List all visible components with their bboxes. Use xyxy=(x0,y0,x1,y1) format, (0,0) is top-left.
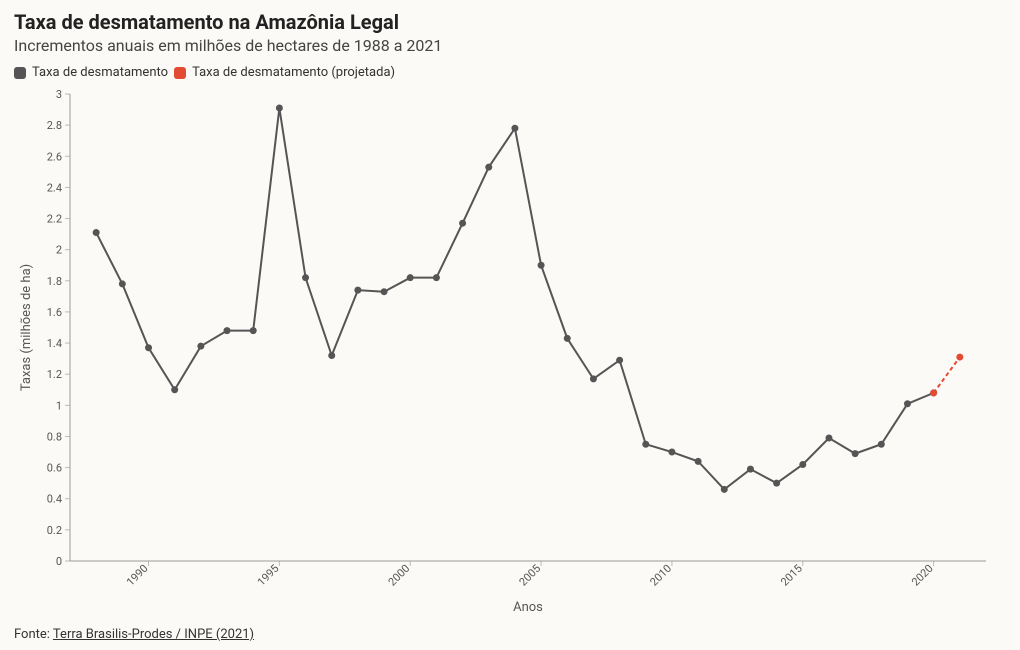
y-tick-label: 1.6 xyxy=(47,306,62,319)
series-actual-point xyxy=(145,344,152,351)
y-tick-label: 1.8 xyxy=(47,275,62,288)
series-actual-point xyxy=(276,105,283,112)
series-actual-point xyxy=(721,486,728,493)
y-tick-label: 3 xyxy=(56,88,62,101)
series-actual-point xyxy=(197,343,204,350)
x-tick-label: 1995 xyxy=(255,562,282,589)
y-tick-label: 0.8 xyxy=(47,430,62,443)
series-actual-point xyxy=(407,274,414,281)
y-tick-label: 0.6 xyxy=(47,462,62,475)
y-tick-label: 1.4 xyxy=(47,337,62,350)
line-chart: 0 0.2 0.4 0.6 0.8 1 1.2 1.4 1.6 1.8 2 2.2 2.4 2.6 2.8 3… xyxy=(14,86,1006,621)
series-actual-point xyxy=(328,352,335,359)
series-actual-point xyxy=(590,375,597,382)
source-link[interactable]: Terra Brasilis-Prodes / INPE (2021) xyxy=(53,627,254,642)
series-projected-point xyxy=(956,354,963,361)
series-actual-point xyxy=(668,449,675,456)
series-projected-line xyxy=(934,357,960,393)
series-actual-point xyxy=(695,458,702,465)
y-axis-label: Taxas (milhões de ha) xyxy=(19,264,34,391)
source-prefix: Fonte: xyxy=(14,627,53,642)
series-actual-point xyxy=(302,274,309,281)
legend-label-projected: Taxa de desmatamento (projetada) xyxy=(192,65,395,80)
series-actual-point xyxy=(224,327,231,334)
series-actual-point xyxy=(878,441,885,448)
x-tick-label: 2020 xyxy=(909,562,936,589)
series-actual-point xyxy=(773,480,780,487)
y-tick-label: 2.2 xyxy=(47,213,62,226)
series-actual-point xyxy=(433,274,440,281)
series-actual-point xyxy=(747,466,754,473)
series-actual-point xyxy=(904,400,911,407)
x-tick-label: 2000 xyxy=(386,562,413,589)
series-actual-point xyxy=(511,125,518,132)
series-actual-point xyxy=(250,327,257,334)
y-tick-label: 0.2 xyxy=(47,524,62,537)
x-tick-label: 2010 xyxy=(647,562,674,589)
source-line: Fonte: Terra Brasilis-Prodes / INPE (202… xyxy=(14,627,1006,642)
y-tick-label: 2.6 xyxy=(47,150,62,163)
y-tick-label: 2.4 xyxy=(47,181,62,194)
series-actual-point xyxy=(485,164,492,171)
x-tick-label: 2015 xyxy=(778,562,805,589)
series-actual-point xyxy=(642,441,649,448)
chart-area: 0 0.2 0.4 0.6 0.8 1 1.2 1.4 1.6 1.8 2 2.2 2.4 2.6 2.8 3… xyxy=(14,86,1006,621)
legend-swatch-projected xyxy=(174,67,186,79)
series-actual-point xyxy=(799,461,806,468)
series-actual-point xyxy=(825,435,832,442)
y-tick-label: 1 xyxy=(56,399,62,412)
series-actual-point xyxy=(616,357,623,364)
series-actual-point xyxy=(852,450,859,457)
legend-swatch-actual xyxy=(14,67,26,79)
series-actual-line xyxy=(96,108,933,489)
series-actual-point xyxy=(93,229,100,236)
y-tick-label: 1.2 xyxy=(47,368,62,381)
chart-title: Taxa de desmatamento na Amazônia Legal xyxy=(14,10,1006,34)
y-tick-label: 2.8 xyxy=(47,119,62,132)
x-tick-label: 2005 xyxy=(517,562,544,589)
series-projected-point xyxy=(930,389,937,396)
legend-label-actual: Taxa de desmatamento xyxy=(32,65,168,80)
series-actual-point xyxy=(564,335,571,342)
y-tick-label: 0.4 xyxy=(47,493,62,506)
series-actual-point xyxy=(381,288,388,295)
legend: Taxa de desmatamento Taxa de desmatament… xyxy=(14,65,1006,80)
x-axis-label: Anos xyxy=(513,600,543,615)
series-actual-point xyxy=(459,220,466,227)
series-actual-point xyxy=(538,262,545,269)
series-actual-point xyxy=(171,386,178,393)
series-actual-point xyxy=(354,287,361,294)
y-tick-label: 2 xyxy=(56,244,62,257)
series-actual-point xyxy=(119,280,126,287)
y-tick-label: 0 xyxy=(56,555,62,568)
x-tick-label: 1990 xyxy=(124,562,151,589)
chart-subtitle: Incrementos anuais em milhões de hectare… xyxy=(14,36,1006,55)
